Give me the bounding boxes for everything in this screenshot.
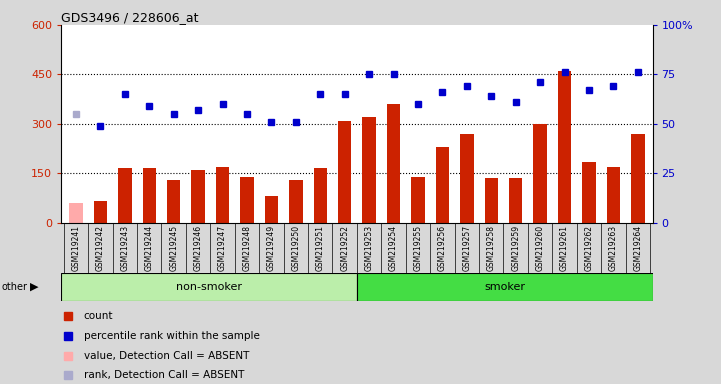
Text: GSM219244: GSM219244 <box>145 225 154 271</box>
Bar <box>363 117 376 223</box>
Bar <box>485 178 498 223</box>
Text: GSM219261: GSM219261 <box>560 225 569 271</box>
Bar <box>143 168 156 223</box>
Bar <box>411 177 425 223</box>
Text: rank, Detection Call = ABSENT: rank, Detection Call = ABSENT <box>84 370 244 380</box>
Bar <box>289 180 303 223</box>
Text: GSM219253: GSM219253 <box>365 225 373 271</box>
Text: smoker: smoker <box>485 282 525 292</box>
Bar <box>118 168 131 223</box>
Bar <box>509 178 523 223</box>
Bar <box>69 203 83 223</box>
Bar <box>558 71 571 223</box>
Bar <box>191 170 205 223</box>
Text: ▶: ▶ <box>30 282 39 292</box>
Text: GSM219250: GSM219250 <box>291 225 301 271</box>
Bar <box>387 104 400 223</box>
Bar <box>94 201 107 223</box>
Text: GSM219262: GSM219262 <box>585 225 593 271</box>
Text: GSM219246: GSM219246 <box>194 225 203 271</box>
Text: GSM219252: GSM219252 <box>340 225 349 271</box>
Bar <box>61 273 357 301</box>
Text: GSM219255: GSM219255 <box>413 225 423 271</box>
Bar <box>167 180 180 223</box>
Text: GSM219251: GSM219251 <box>316 225 324 271</box>
Text: GDS3496 / 228606_at: GDS3496 / 228606_at <box>61 11 199 24</box>
Text: GSM219257: GSM219257 <box>462 225 472 271</box>
Text: GSM219256: GSM219256 <box>438 225 447 271</box>
Bar <box>631 134 645 223</box>
Bar <box>240 177 254 223</box>
Text: GSM219242: GSM219242 <box>96 225 105 271</box>
Bar <box>314 168 327 223</box>
Text: GSM219241: GSM219241 <box>71 225 81 271</box>
Text: GSM219259: GSM219259 <box>511 225 520 271</box>
Text: value, Detection Call = ABSENT: value, Detection Call = ABSENT <box>84 351 249 361</box>
Bar <box>265 196 278 223</box>
Text: GSM219264: GSM219264 <box>633 225 642 271</box>
Text: GSM219243: GSM219243 <box>120 225 129 271</box>
Text: GSM219260: GSM219260 <box>536 225 544 271</box>
Text: GSM219263: GSM219263 <box>609 225 618 271</box>
Bar <box>460 134 474 223</box>
Text: GSM219248: GSM219248 <box>242 225 252 271</box>
Bar <box>534 124 547 223</box>
Bar <box>338 121 351 223</box>
Text: GSM219245: GSM219245 <box>169 225 178 271</box>
Text: GSM219249: GSM219249 <box>267 225 276 271</box>
Text: non-smoker: non-smoker <box>176 282 242 292</box>
Text: other: other <box>1 282 27 292</box>
Text: GSM219247: GSM219247 <box>218 225 227 271</box>
Text: count: count <box>84 311 113 321</box>
Bar <box>435 147 449 223</box>
Text: GSM219258: GSM219258 <box>487 225 496 271</box>
Bar <box>583 162 596 223</box>
Text: GSM219254: GSM219254 <box>389 225 398 271</box>
Bar <box>357 273 653 301</box>
Text: percentile rank within the sample: percentile rank within the sample <box>84 331 260 341</box>
Bar <box>216 167 229 223</box>
Bar <box>606 167 620 223</box>
